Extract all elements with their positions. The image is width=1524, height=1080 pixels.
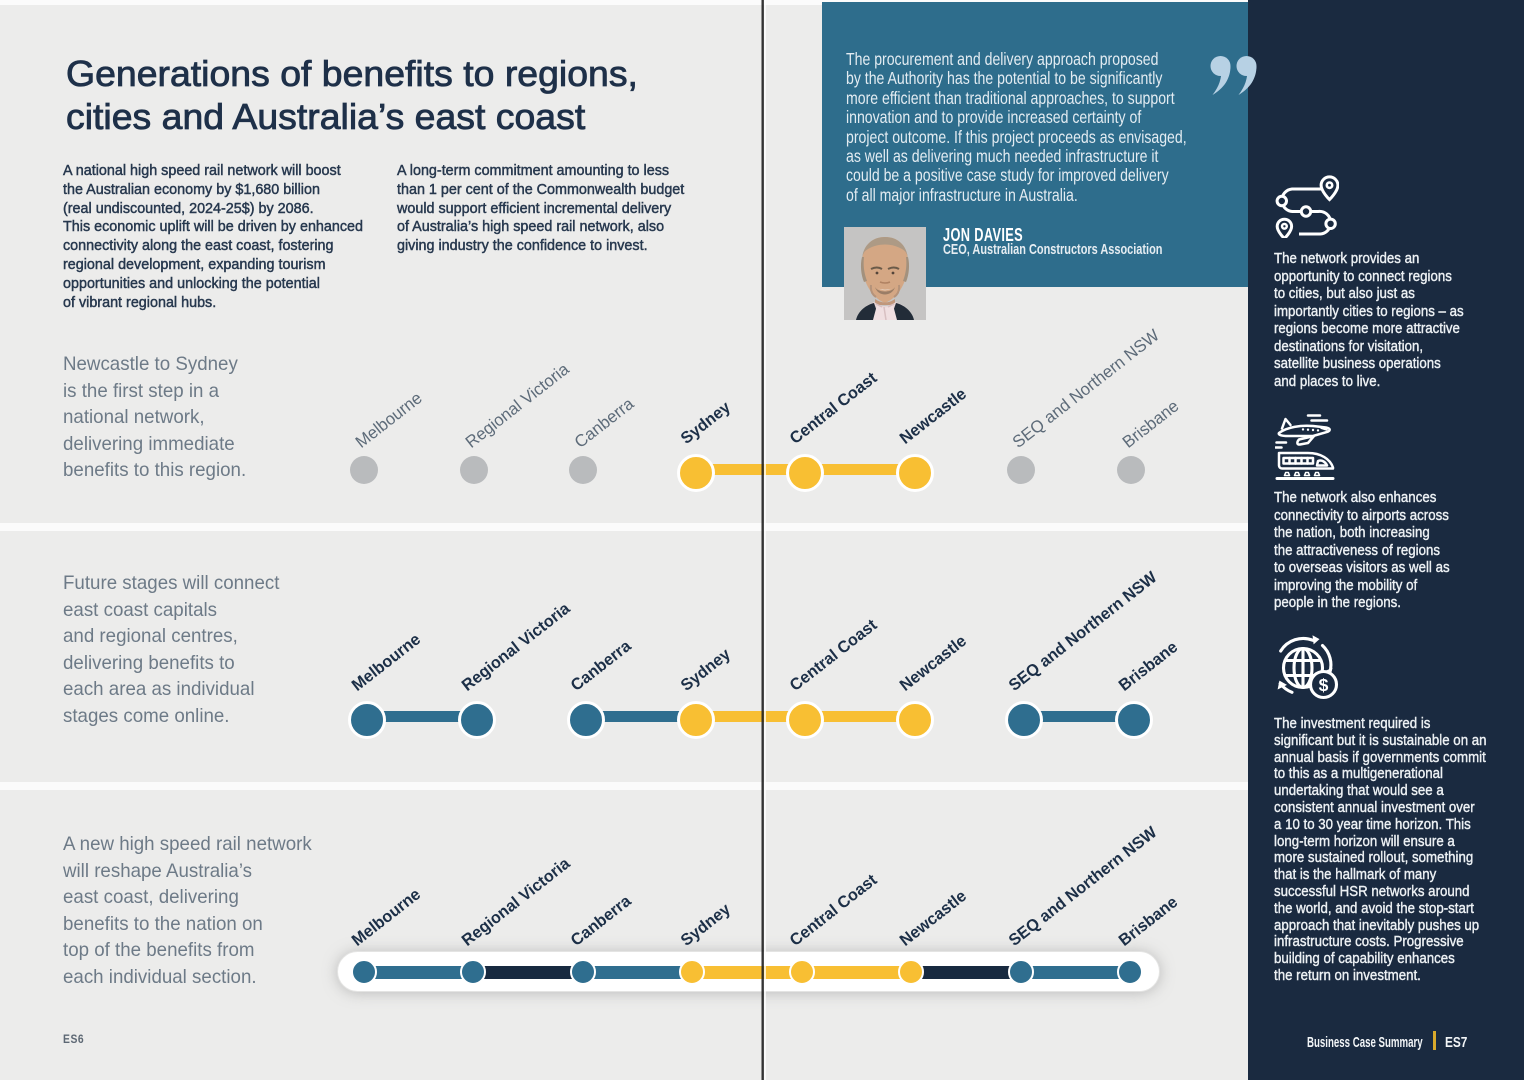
svg-text:$: $	[1319, 675, 1329, 695]
